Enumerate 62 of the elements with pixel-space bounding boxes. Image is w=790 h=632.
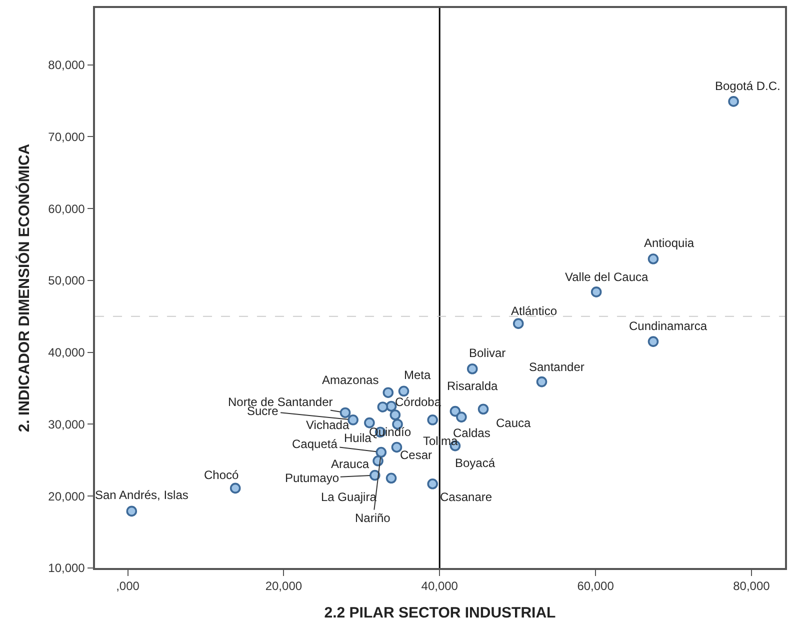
annotation: Putumayo [285, 471, 340, 485]
point [390, 409, 401, 420]
point [230, 482, 241, 494]
point [536, 376, 548, 388]
annotation: Bolivar [469, 346, 506, 360]
y-tick-label: 20,000 [48, 489, 86, 504]
point [450, 406, 461, 417]
point [348, 414, 358, 426]
annotation: Arauca [331, 457, 370, 471]
y-tick-label: 10,000 [48, 561, 86, 576]
point [456, 412, 467, 422]
annotation: Vichada [306, 418, 350, 432]
point [382, 387, 394, 398]
point [648, 253, 659, 264]
annotation: Atlántico [511, 304, 558, 318]
x-axis-title: 2.2 PILAR SECTOR INDUSTRIAL [324, 604, 556, 622]
annotation: Valle del Cauca [565, 270, 648, 284]
point [340, 407, 351, 418]
annotation: Santander [529, 360, 584, 374]
point [512, 318, 524, 329]
point [427, 414, 438, 426]
point [364, 417, 375, 428]
annotation: San Andrés, Islas [95, 488, 188, 502]
point [728, 96, 739, 107]
point [377, 402, 388, 412]
y-tick-label: 30,000 [48, 417, 86, 432]
point [376, 446, 387, 458]
point [427, 478, 438, 490]
annotation: Cauca [496, 416, 532, 430]
x-tick-label: 60,000 [577, 579, 614, 594]
point [478, 404, 489, 415]
y-axis-title: 2. INDICADOR DIMENSIÓN ECONÓMICA [14, 144, 33, 432]
x-tick-label: ,000 [116, 579, 140, 594]
annotation: Cesar [400, 448, 432, 462]
annotation: Caldas [453, 426, 490, 440]
annotation: Amazonas [322, 373, 379, 387]
point [590, 286, 602, 298]
annotation: Chocó [204, 468, 240, 482]
annotation: Cundinamarca [629, 319, 708, 333]
annotation: Bogotá D.C. [715, 79, 780, 93]
point [386, 472, 397, 484]
y-tick-label: 40,000 [48, 346, 86, 360]
annotation: Nariño [355, 511, 391, 525]
point [391, 442, 402, 453]
y-tick-label: 80,000 [48, 58, 86, 72]
y-tick-label: 60,000 [48, 202, 86, 216]
y-tick-label: 70,000 [48, 130, 86, 144]
annotation: Caquetá [292, 437, 338, 451]
x-tick-label: 40,000 [421, 579, 458, 594]
x-tick-label: 80,000 [733, 579, 770, 594]
point [466, 363, 478, 374]
point [648, 336, 659, 347]
point [126, 506, 138, 517]
annotation: Risaralda [447, 379, 498, 393]
point [398, 386, 410, 397]
point [370, 470, 380, 481]
y-tick-label: 50,000 [48, 274, 86, 288]
annotation: Meta [404, 368, 432, 382]
annotation: Boyacá [455, 456, 496, 470]
x-tick-label: 20,000 [265, 579, 302, 594]
annotation: Antioquia [644, 236, 694, 250]
annotation: Casanare [440, 490, 492, 504]
